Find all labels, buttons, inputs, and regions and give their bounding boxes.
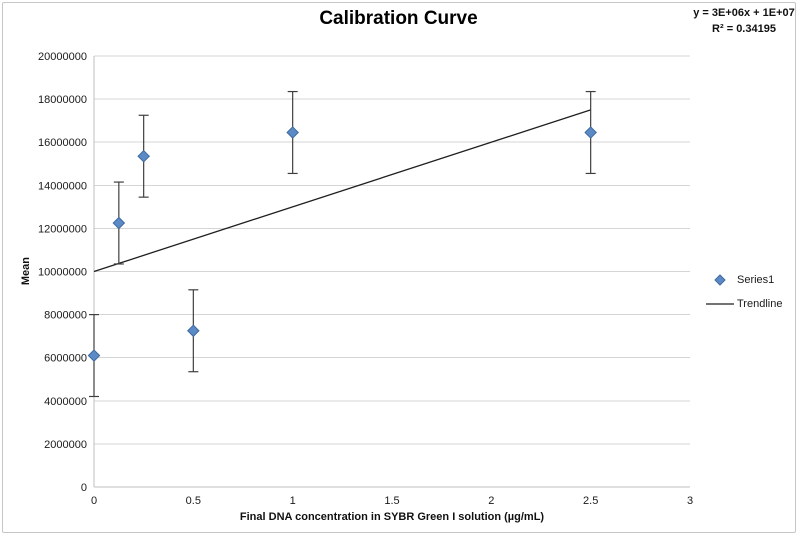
y-axis-title: Mean <box>20 257 32 286</box>
y-tick-label: 18000000 <box>38 94 87 106</box>
y-axis-title-area: Mean <box>12 56 40 487</box>
data-point-marker <box>187 324 200 338</box>
trendline-equation: y = 3E+06x + 1E+07 R² = 0.34195 <box>682 5 800 37</box>
x-tick-label: 1 <box>290 495 296 507</box>
y-tick-label: 10000000 <box>38 267 87 279</box>
data-point-marker <box>112 216 126 230</box>
x-tick-label: 2.5 <box>583 495 598 507</box>
y-tick-label: 2000000 <box>44 439 87 451</box>
y-tick-label: 6000000 <box>44 353 87 365</box>
y-tick-label: 8000000 <box>44 310 87 322</box>
legend: Series1 Trendline <box>703 268 782 316</box>
x-axis-title: Final DNA concentration in SYBR Green I … <box>239 511 545 523</box>
x-tick-label: 3 <box>687 495 693 507</box>
y-tick-label: 0 <box>81 482 87 494</box>
y-tick-label: 4000000 <box>44 396 87 408</box>
x-tick-label: 0.5 <box>186 495 201 507</box>
r-squared-line: R² = 0.34195 <box>712 23 776 35</box>
data-point-marker <box>584 126 597 139</box>
legend-item-series1: Series1 <box>703 268 782 292</box>
data-point-marker <box>286 126 299 139</box>
chart-title: Calibration Curve <box>319 8 478 29</box>
x-tick-label: 0 <box>91 495 97 507</box>
legend-label-series1: Series1 <box>737 274 775 286</box>
series1-diamond-icon <box>703 273 737 287</box>
chart-frame <box>2 2 796 533</box>
equation-line: y = 3E+06x + 1E+07 <box>693 7 795 19</box>
trendline <box>93 109 591 273</box>
y-tick-label: 14000000 <box>38 180 87 192</box>
legend-label-trendline: Trendline <box>737 298 783 310</box>
x-tick-label: 2 <box>488 495 494 507</box>
x-tick-label: 1.5 <box>384 495 399 507</box>
y-tick-label: 12000000 <box>38 223 87 235</box>
legend-item-trendline: Trendline <box>703 292 782 316</box>
data-point-marker <box>87 349 101 362</box>
trendline-line-icon <box>703 297 737 311</box>
y-tick-label: 20000000 <box>38 51 87 63</box>
data-point-marker <box>137 149 150 163</box>
y-tick-label: 16000000 <box>38 137 87 149</box>
